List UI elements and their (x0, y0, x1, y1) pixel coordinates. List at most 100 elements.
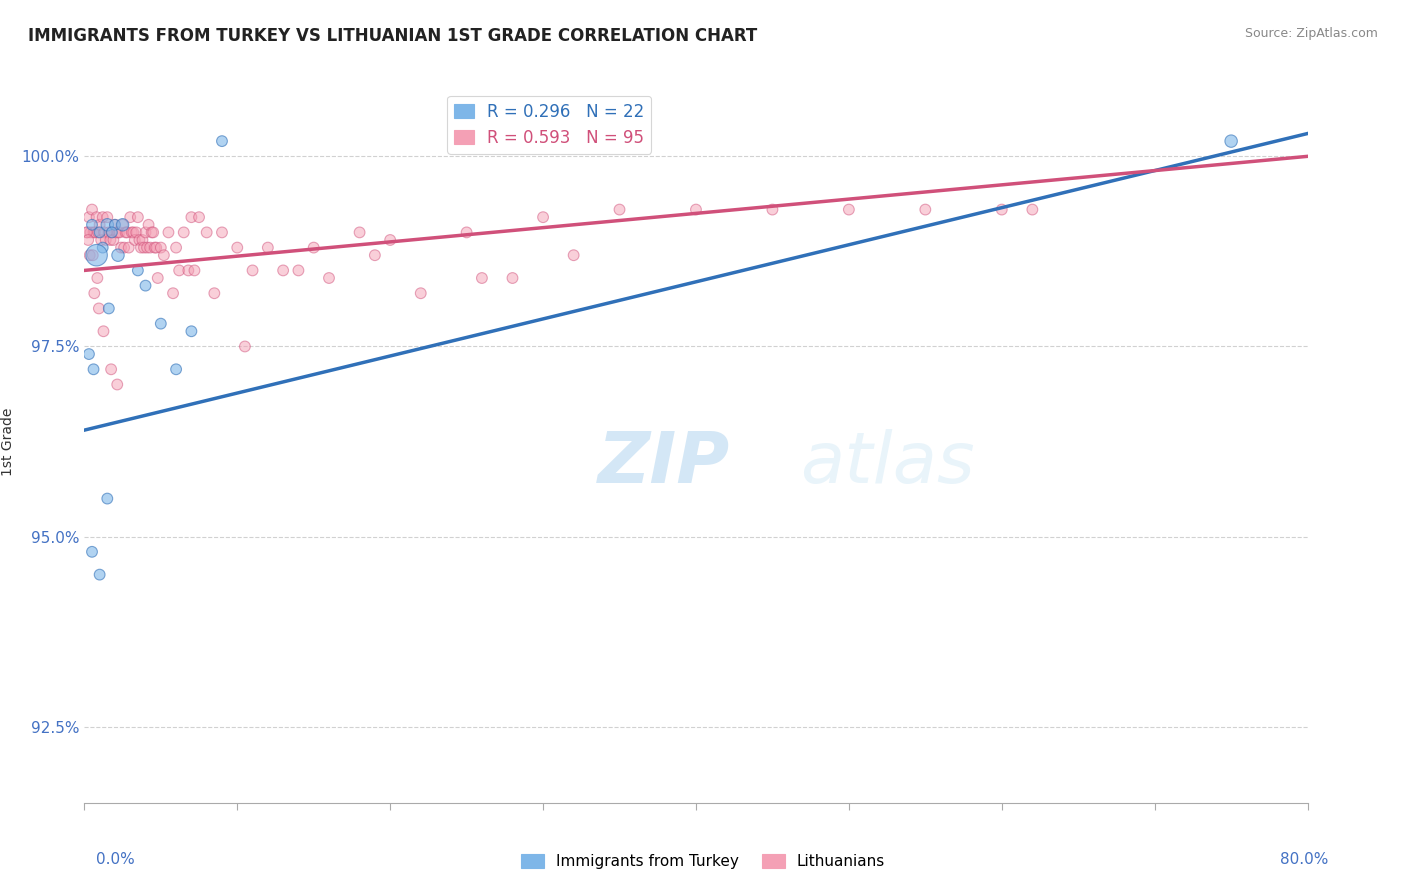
Point (177, 263, 200, 277)
Point (76, 226, 98, 240)
Point (409, 286, 432, 301)
Point (145, 241, 167, 255)
Point (83, 226, 105, 240)
Text: atlas: atlas (800, 429, 974, 498)
Point (162, 286, 184, 301)
Point (111, 218, 134, 232)
Point (97, 226, 120, 240)
Point (128, 233, 150, 247)
Point (287, 263, 309, 277)
Point (180, 324, 202, 338)
Point (127, 263, 149, 277)
Point (188, 210, 211, 224)
Point (122, 226, 145, 240)
Point (226, 241, 249, 255)
Point (146, 271, 169, 285)
Point (84, 226, 107, 240)
Point (531, 210, 554, 224)
Point (129, 241, 152, 255)
Point (456, 226, 478, 240)
Point (80, 202, 103, 217)
Point (1021, 202, 1043, 217)
Point (202, 286, 225, 301)
Point (118, 241, 141, 255)
Point (93, 226, 115, 240)
Point (103, 233, 125, 247)
Point (77, 233, 100, 247)
Point (80, 218, 103, 232)
Y-axis label: 1st Grade: 1st Grade (0, 408, 14, 475)
Point (77, 347, 100, 361)
Point (271, 263, 294, 277)
Point (101, 226, 124, 240)
Legend: R = 0.296   N = 22, R = 0.593   N = 95: R = 0.296 N = 22, R = 0.593 N = 95 (447, 95, 651, 153)
Point (124, 233, 146, 247)
Point (104, 218, 127, 232)
Point (121, 226, 143, 240)
Text: IMMIGRANTS FROM TURKEY VS LITHUANIAN 1ST GRADE CORRELATION CHART: IMMIGRANTS FROM TURKEY VS LITHUANIAN 1ST… (28, 27, 758, 45)
Point (142, 226, 165, 240)
Point (131, 233, 153, 247)
Point (98, 233, 121, 247)
Point (364, 248, 387, 262)
Point (94, 233, 117, 247)
Point (83, 286, 105, 301)
Point (380, 233, 402, 247)
Point (83, 362, 105, 376)
Point (173, 226, 195, 240)
Point (91, 210, 114, 224)
Point (87, 301, 110, 316)
Point (165, 241, 187, 255)
Point (141, 226, 163, 240)
Point (108, 226, 131, 240)
Point (101, 226, 124, 240)
Text: 80.0%: 80.0% (1281, 852, 1329, 867)
Point (115, 226, 138, 240)
Point (110, 241, 132, 255)
Point (138, 218, 160, 232)
Point (87, 226, 110, 240)
Point (82, 248, 104, 262)
Point (79, 248, 101, 262)
Point (1220, 134, 1243, 148)
Point (761, 202, 783, 217)
Point (93, 324, 115, 338)
Point (135, 226, 157, 240)
Point (471, 271, 494, 285)
Point (991, 202, 1014, 217)
Point (97, 301, 120, 316)
Point (77, 210, 100, 224)
Point (349, 226, 371, 240)
Legend: Immigrants from Turkey, Lithuanians: Immigrants from Turkey, Lithuanians (515, 848, 891, 875)
Point (257, 241, 280, 255)
Point (149, 241, 172, 255)
Point (104, 218, 127, 232)
Point (114, 226, 136, 240)
Text: ZIP: ZIP (598, 429, 730, 498)
Point (211, 226, 233, 240)
Point (86, 271, 108, 285)
Point (86, 210, 108, 224)
Point (143, 241, 166, 255)
Point (302, 241, 325, 255)
Point (112, 241, 135, 255)
Point (96, 210, 118, 224)
Point (149, 317, 172, 331)
Point (125, 226, 148, 240)
Point (838, 202, 860, 217)
Text: Source: ZipAtlas.com: Source: ZipAtlas.com (1244, 27, 1378, 40)
Point (180, 210, 202, 224)
Point (96, 218, 118, 232)
Point (562, 248, 585, 262)
Point (76, 226, 98, 240)
Point (165, 362, 187, 376)
Point (136, 241, 159, 255)
Point (89, 218, 111, 232)
Point (89, 226, 111, 240)
Point (195, 226, 218, 240)
Point (107, 226, 129, 240)
Point (111, 218, 134, 232)
Point (91, 241, 114, 255)
Point (157, 226, 180, 240)
Point (135, 278, 157, 293)
